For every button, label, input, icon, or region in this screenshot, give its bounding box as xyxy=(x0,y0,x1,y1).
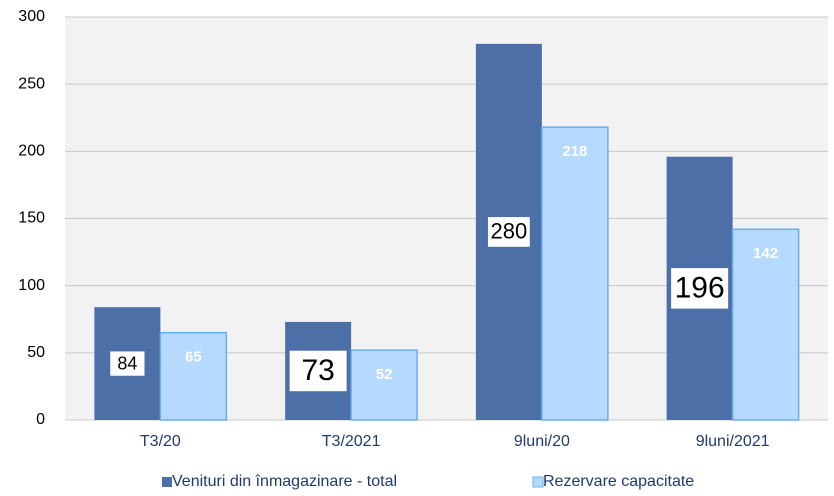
data-label: 73 xyxy=(301,354,334,387)
legend-label: Rezervare capacitate xyxy=(543,473,694,490)
data-label: 218 xyxy=(562,143,587,160)
data-label-box xyxy=(487,217,530,247)
x-tick-label: T3/20 xyxy=(140,433,181,450)
data-label: 280 xyxy=(491,219,528,244)
bar xyxy=(350,349,418,421)
x-tick-label: 9luni/20 xyxy=(514,433,570,450)
data-label-box xyxy=(289,350,347,392)
legend-swatch xyxy=(162,477,172,487)
legend-label: Venituri din înmagazinare - total xyxy=(172,473,397,490)
legend-swatch xyxy=(532,476,544,488)
x-tick-label: 9luni/2021 xyxy=(696,433,770,450)
bar xyxy=(731,228,800,421)
bar xyxy=(541,126,609,421)
y-tick-label: 150 xyxy=(18,210,45,227)
data-label: 84 xyxy=(117,353,137,373)
y-tick-label: 50 xyxy=(27,344,45,361)
bar xyxy=(159,331,228,421)
data-label-box xyxy=(110,351,145,376)
data-label: 65 xyxy=(185,349,202,366)
data-label: 52 xyxy=(376,366,393,383)
y-tick-label: 200 xyxy=(18,143,45,160)
data-label: 196 xyxy=(675,271,725,304)
y-tick-label: 100 xyxy=(18,277,45,294)
y-tick-label: 300 xyxy=(18,8,45,25)
x-tick-label: T3/2021 xyxy=(322,433,381,450)
y-tick-label: 250 xyxy=(18,75,45,92)
data-label-box xyxy=(671,268,729,309)
data-label: 142 xyxy=(753,245,778,262)
y-tick-label: 0 xyxy=(36,411,45,428)
